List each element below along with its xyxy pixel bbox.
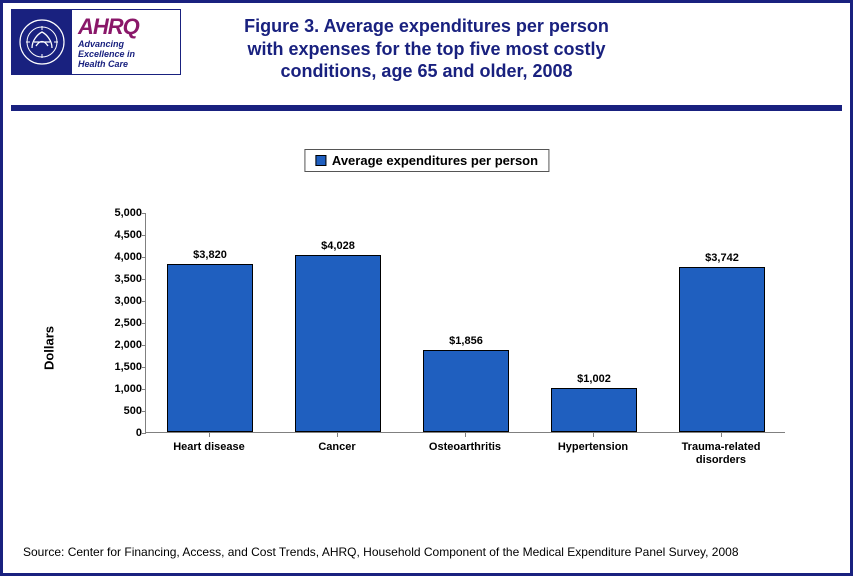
y-tick-mark bbox=[142, 323, 146, 324]
x-axis-label: Trauma-related disorders bbox=[661, 441, 781, 467]
bar: $3,820 bbox=[167, 264, 253, 432]
bar: $3,742 bbox=[679, 267, 765, 432]
y-tick-label: 4,500 bbox=[102, 229, 142, 241]
y-tick-mark bbox=[142, 367, 146, 368]
y-tick-mark bbox=[142, 301, 146, 302]
bar-value-label: $3,742 bbox=[680, 252, 764, 264]
x-tick-mark bbox=[337, 433, 338, 437]
x-axis-label: Osteoarthritis bbox=[405, 441, 525, 454]
y-tick-mark bbox=[142, 433, 146, 434]
x-axis-label: Cancer bbox=[277, 441, 397, 454]
ahrq-name: AHRQ bbox=[78, 16, 174, 38]
hhs-seal-icon bbox=[12, 10, 72, 74]
bar: $1,002 bbox=[551, 388, 637, 432]
title-line-1: Figure 3. Average expenditures per perso… bbox=[244, 16, 609, 36]
ahrq-tagline: Advancing Excellence in Health Care bbox=[78, 40, 174, 70]
bar-chart: Dollars 05001,0001,5002,0002,5003,0003,5… bbox=[93, 213, 813, 483]
bar-value-label: $3,820 bbox=[168, 249, 252, 261]
y-tick-label: 5,000 bbox=[102, 207, 142, 219]
legend-swatch bbox=[315, 155, 326, 166]
y-tick-label: 3,500 bbox=[102, 273, 142, 285]
y-tick-mark bbox=[142, 257, 146, 258]
y-tick-label: 1,000 bbox=[102, 383, 142, 395]
y-tick-mark bbox=[142, 411, 146, 412]
header: AHRQ Advancing Excellence in Health Care… bbox=[3, 3, 850, 113]
x-tick-mark bbox=[593, 433, 594, 437]
y-tick-label: 4,000 bbox=[102, 251, 142, 263]
x-axis-label: Heart disease bbox=[149, 441, 269, 454]
bar: $1,856 bbox=[423, 350, 509, 432]
y-tick-label: 0 bbox=[102, 427, 142, 439]
tagline-2: Excellence in bbox=[78, 49, 135, 59]
bar-value-label: $1,002 bbox=[552, 373, 636, 385]
y-tick-mark bbox=[142, 235, 146, 236]
tagline-3: Health Care bbox=[78, 59, 128, 69]
tagline-1: Advancing bbox=[78, 39, 124, 49]
x-axis-label: Hypertension bbox=[533, 441, 653, 454]
chart-legend: Average expenditures per person bbox=[304, 149, 549, 172]
y-tick-label: 2,500 bbox=[102, 317, 142, 329]
y-tick-mark bbox=[142, 213, 146, 214]
source-citation: Source: Center for Financing, Access, an… bbox=[23, 545, 739, 559]
y-tick-label: 500 bbox=[102, 405, 142, 417]
x-tick-mark bbox=[465, 433, 466, 437]
title-line-3: conditions, age 65 and older, 2008 bbox=[280, 61, 572, 81]
bar: $4,028 bbox=[295, 255, 381, 432]
figure-frame: AHRQ Advancing Excellence in Health Care… bbox=[0, 0, 853, 576]
ahrq-logo-text: AHRQ Advancing Excellence in Health Care bbox=[72, 10, 180, 74]
y-tick-mark bbox=[142, 345, 146, 346]
y-tick-mark bbox=[142, 389, 146, 390]
y-axis-label: Dollars bbox=[42, 326, 57, 370]
header-divider bbox=[11, 105, 842, 111]
x-tick-mark bbox=[721, 433, 722, 437]
y-tick-label: 3,000 bbox=[102, 295, 142, 307]
y-tick-mark bbox=[142, 279, 146, 280]
plot-area: 05001,0001,5002,0002,5003,0003,5004,0004… bbox=[145, 213, 785, 433]
y-tick-label: 1,500 bbox=[102, 361, 142, 373]
logo-box: AHRQ Advancing Excellence in Health Care bbox=[11, 9, 181, 75]
bar-value-label: $4,028 bbox=[296, 240, 380, 252]
x-tick-mark bbox=[209, 433, 210, 437]
title-line-2: with expenses for the top five most cost… bbox=[247, 39, 605, 59]
y-tick-label: 2,000 bbox=[102, 339, 142, 351]
bar-value-label: $1,856 bbox=[424, 335, 508, 347]
legend-label: Average expenditures per person bbox=[332, 153, 538, 168]
